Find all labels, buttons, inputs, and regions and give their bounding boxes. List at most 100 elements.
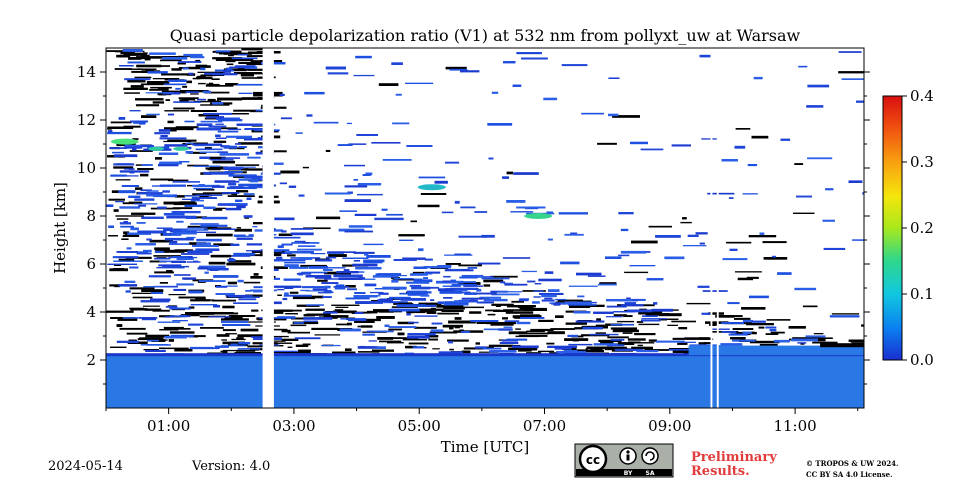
noise-streak xyxy=(150,178,174,181)
signal-streak xyxy=(593,343,618,346)
noise-streak xyxy=(174,195,185,198)
noise-streak xyxy=(564,338,589,341)
signal-streak xyxy=(133,121,146,124)
elevated-layer-right xyxy=(688,345,864,356)
noise-streak xyxy=(177,62,186,65)
colorbar-tick-label: 0.1 xyxy=(910,285,934,303)
signal-streak xyxy=(108,225,114,228)
noise-streak xyxy=(335,306,349,308)
signal-streak xyxy=(164,237,194,241)
signal-streak xyxy=(626,297,631,299)
noise-streak xyxy=(311,327,338,330)
noise-streak xyxy=(569,305,591,308)
signal-streak xyxy=(301,271,328,274)
signal-streak xyxy=(345,297,370,300)
noise-streak xyxy=(287,346,293,348)
noise-streak xyxy=(678,327,688,330)
noise-streak xyxy=(575,349,604,353)
signal-streak xyxy=(431,322,443,325)
signal-streak xyxy=(499,342,519,344)
signal-streak xyxy=(314,276,332,279)
signal-streak xyxy=(197,267,208,270)
signal-streak xyxy=(257,137,268,139)
noise-streak xyxy=(186,80,192,84)
signal-streak xyxy=(145,92,174,94)
signal-streak xyxy=(620,250,647,254)
signal-streak xyxy=(127,232,151,235)
signal-streak xyxy=(338,277,363,280)
signal-streak xyxy=(174,274,191,276)
noise-streak xyxy=(517,350,532,352)
noise-streak xyxy=(238,61,262,64)
signal-streak xyxy=(162,190,170,193)
noise-streak xyxy=(118,258,135,262)
noise-streak xyxy=(152,101,164,104)
signal-streak xyxy=(172,230,197,234)
signal-streak xyxy=(184,204,204,207)
noise-streak xyxy=(146,81,170,84)
signal-streak xyxy=(118,284,138,287)
signal-streak xyxy=(339,210,357,212)
noise-streak xyxy=(164,110,189,112)
noise-streak xyxy=(247,345,274,348)
noise-streak xyxy=(131,292,152,294)
signal-streak xyxy=(742,193,758,195)
noise-streak xyxy=(506,171,513,175)
signal-streak xyxy=(560,261,580,265)
signal-streak xyxy=(223,70,231,73)
signal-streak xyxy=(520,317,545,319)
signal-streak xyxy=(252,226,258,228)
noise-streak xyxy=(243,281,261,284)
noise-streak xyxy=(391,306,418,308)
noise-streak xyxy=(195,64,208,68)
signal-streak xyxy=(564,350,578,352)
noise-streak xyxy=(398,234,425,237)
signal-streak xyxy=(258,146,266,149)
signal-streak xyxy=(355,267,382,270)
noise-streak xyxy=(449,327,454,330)
signal-streak xyxy=(425,271,441,274)
signal-streak xyxy=(479,296,502,299)
signal-streak xyxy=(293,322,304,324)
signal-streak xyxy=(190,56,205,59)
x-axis-label: Time [UTC] xyxy=(441,438,530,456)
noise-streak xyxy=(175,126,199,129)
noise-streak xyxy=(208,156,226,160)
signal-streak xyxy=(223,145,238,149)
x-tick-label: 03:00 xyxy=(272,417,315,435)
signal-streak xyxy=(653,302,658,305)
signal-streak xyxy=(164,336,187,339)
signal-streak xyxy=(236,237,253,240)
noise-streak xyxy=(459,329,464,332)
noise-streak xyxy=(240,328,259,332)
signal-streak xyxy=(231,166,256,168)
signal-streak xyxy=(344,199,371,202)
signal-streak xyxy=(225,207,242,211)
noise-streak xyxy=(136,64,162,68)
signal-streak xyxy=(109,147,128,149)
noise-streak xyxy=(372,349,394,352)
signal-streak xyxy=(193,187,213,190)
noise-streak xyxy=(251,250,262,253)
noise-streak xyxy=(648,225,672,228)
signal-streak xyxy=(290,228,313,230)
signal-streak xyxy=(328,251,356,253)
signal-streak xyxy=(582,326,603,330)
signal-streak xyxy=(113,163,135,166)
signal-streak xyxy=(679,341,696,343)
signal-streak xyxy=(454,253,471,255)
noise-streak xyxy=(137,168,154,170)
signal-streak xyxy=(200,120,223,123)
plot-frame xyxy=(105,47,865,409)
signal-streak xyxy=(323,311,338,314)
noise-streak xyxy=(732,328,754,330)
noise-streak xyxy=(726,241,752,244)
noise-streak xyxy=(323,315,349,318)
noise-streak xyxy=(455,326,460,329)
signal-streak xyxy=(576,272,602,276)
signal-streak xyxy=(753,76,763,80)
signal-streak xyxy=(362,333,375,336)
signal-streak xyxy=(186,146,192,150)
noise-streak xyxy=(122,235,140,237)
signal-streak xyxy=(137,192,163,195)
